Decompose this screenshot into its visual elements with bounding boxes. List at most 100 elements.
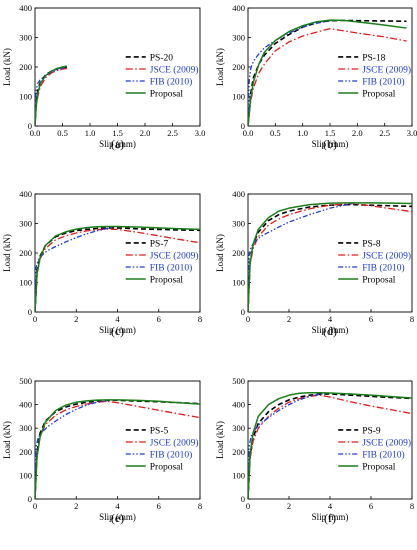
x-tick-label: 4	[328, 314, 333, 324]
x-tick-label: 2	[287, 501, 291, 511]
series-line-jsce	[35, 67, 67, 126]
legend-label: PS-7	[150, 239, 169, 249]
y-tick-label: 400	[232, 3, 245, 13]
series-line-proposal	[35, 65, 68, 126]
y-axis-label: Load (kN)	[215, 48, 225, 86]
panel-label: (a)	[111, 137, 124, 151]
x-axis-label: Slip (mm)	[99, 512, 136, 522]
y-tick-label: 500	[232, 376, 245, 386]
x-tick-label: 2.0	[140, 128, 151, 138]
y-tick-label: 300	[232, 33, 245, 43]
y-tick-label: 400	[19, 400, 32, 410]
series-line-fib	[35, 400, 108, 499]
legend-label: FIB (2010)	[150, 449, 193, 460]
y-tick-label: 500	[19, 376, 32, 386]
panel-label: (d)	[323, 324, 337, 338]
y-tick-label: 400	[232, 189, 245, 199]
legend-label: FIB (2010)	[150, 262, 193, 273]
legend-label: PS-18	[362, 53, 385, 63]
y-axis-label: Load (kN)	[215, 234, 225, 272]
x-tick-label: 4	[328, 501, 333, 511]
x-tick-label: 1.5	[325, 128, 336, 138]
legend-label: Proposal	[150, 89, 184, 99]
x-tick-label: 0.5	[270, 128, 281, 138]
y-tick-label: 0	[28, 307, 32, 317]
y-tick-label: 200	[19, 248, 32, 258]
y-tick-label: 0	[28, 121, 32, 131]
legend-label: PS-9	[362, 426, 381, 436]
x-axis-label: Slip (mm)	[312, 325, 349, 335]
legend-label: JSCE (2009)	[362, 64, 411, 75]
y-tick-label: 400	[19, 189, 32, 199]
panel-label: (f)	[324, 511, 336, 525]
x-tick-label: 6	[157, 314, 161, 324]
y-tick-label: 100	[19, 278, 32, 288]
x-axis-label: Slip (mm)	[99, 139, 136, 149]
x-tick-label: 0	[246, 314, 250, 324]
y-tick-label: 0	[241, 121, 245, 131]
y-tick-label: 0	[28, 494, 32, 504]
x-tick-label: 3.0	[195, 128, 206, 138]
x-tick-label: 0.0	[243, 128, 254, 138]
x-tick-label: 6	[369, 314, 373, 324]
legend-label: Proposal	[150, 275, 184, 285]
legend-label: PS-5	[150, 426, 169, 436]
x-tick-label: 2	[287, 314, 291, 324]
x-tick-label: 8	[198, 314, 202, 324]
x-axis-label: Slip (mm)	[99, 325, 136, 335]
x-tick-label: 6	[157, 501, 161, 511]
series-line-fib	[248, 202, 355, 312]
legend-label: FIB (2010)	[362, 449, 405, 460]
series-line-jsce	[248, 28, 407, 126]
y-tick-label: 100	[232, 92, 245, 102]
legend-label: Proposal	[362, 275, 396, 285]
x-tick-label: 2.5	[167, 128, 178, 138]
series-line-test	[248, 19, 407, 126]
series-line-proposal	[248, 202, 412, 312]
y-tick-label: 300	[232, 423, 245, 433]
y-tick-label: 200	[232, 62, 245, 72]
legend-label: FIB (2010)	[362, 262, 405, 273]
series-line-jsce	[248, 394, 412, 499]
legend-label: JSCE (2009)	[150, 64, 199, 75]
x-tick-label: 6	[369, 501, 373, 511]
series-line-fib	[248, 392, 326, 499]
x-tick-label: 8	[410, 314, 414, 324]
x-tick-label: 3.0	[407, 128, 417, 138]
series-line-test	[248, 393, 412, 499]
y-axis-label: Load (kN)	[2, 48, 12, 86]
x-tick-label: 0	[33, 501, 37, 511]
legend-label: PS-8	[362, 239, 381, 249]
series-line-jsce	[35, 400, 200, 499]
y-tick-label: 100	[19, 470, 32, 480]
x-tick-label: 8	[410, 501, 414, 511]
series-line-proposal	[248, 19, 407, 126]
series-line-proposal	[35, 399, 200, 499]
series-line-fib	[248, 19, 336, 126]
legend-label: FIB (2010)	[362, 76, 405, 87]
y-tick-label: 200	[232, 248, 245, 258]
x-tick-label: 2	[74, 501, 78, 511]
x-tick-label: 1.5	[112, 128, 123, 138]
y-tick-label: 200	[19, 447, 32, 457]
legend-label: Proposal	[362, 462, 396, 472]
legend-label: JSCE (2009)	[362, 437, 411, 448]
x-tick-label: 8	[198, 501, 202, 511]
x-tick-label: 0.0	[30, 128, 41, 138]
x-tick-label: 0.5	[57, 128, 68, 138]
y-tick-label: 0	[241, 307, 245, 317]
legend-label: JSCE (2009)	[150, 250, 199, 261]
legend-label: Proposal	[150, 462, 184, 472]
x-tick-label: 4	[115, 314, 120, 324]
panel-label: (e)	[111, 511, 124, 525]
x-axis-label: Slip (mm)	[312, 512, 349, 522]
x-tick-label: 1.0	[85, 128, 96, 138]
chart-panel-1: 0.0 0.5 1.0 1.5 2.0 2.5 3.0 0 100 200 300 400 Slip (…	[2, 3, 205, 151]
legend-label: JSCE (2009)	[362, 250, 411, 261]
x-tick-label: 0	[246, 501, 250, 511]
panel-label: (b)	[323, 137, 337, 151]
y-tick-label: 200	[232, 447, 245, 457]
y-tick-label: 400	[232, 400, 245, 410]
y-tick-label: 300	[232, 219, 245, 229]
